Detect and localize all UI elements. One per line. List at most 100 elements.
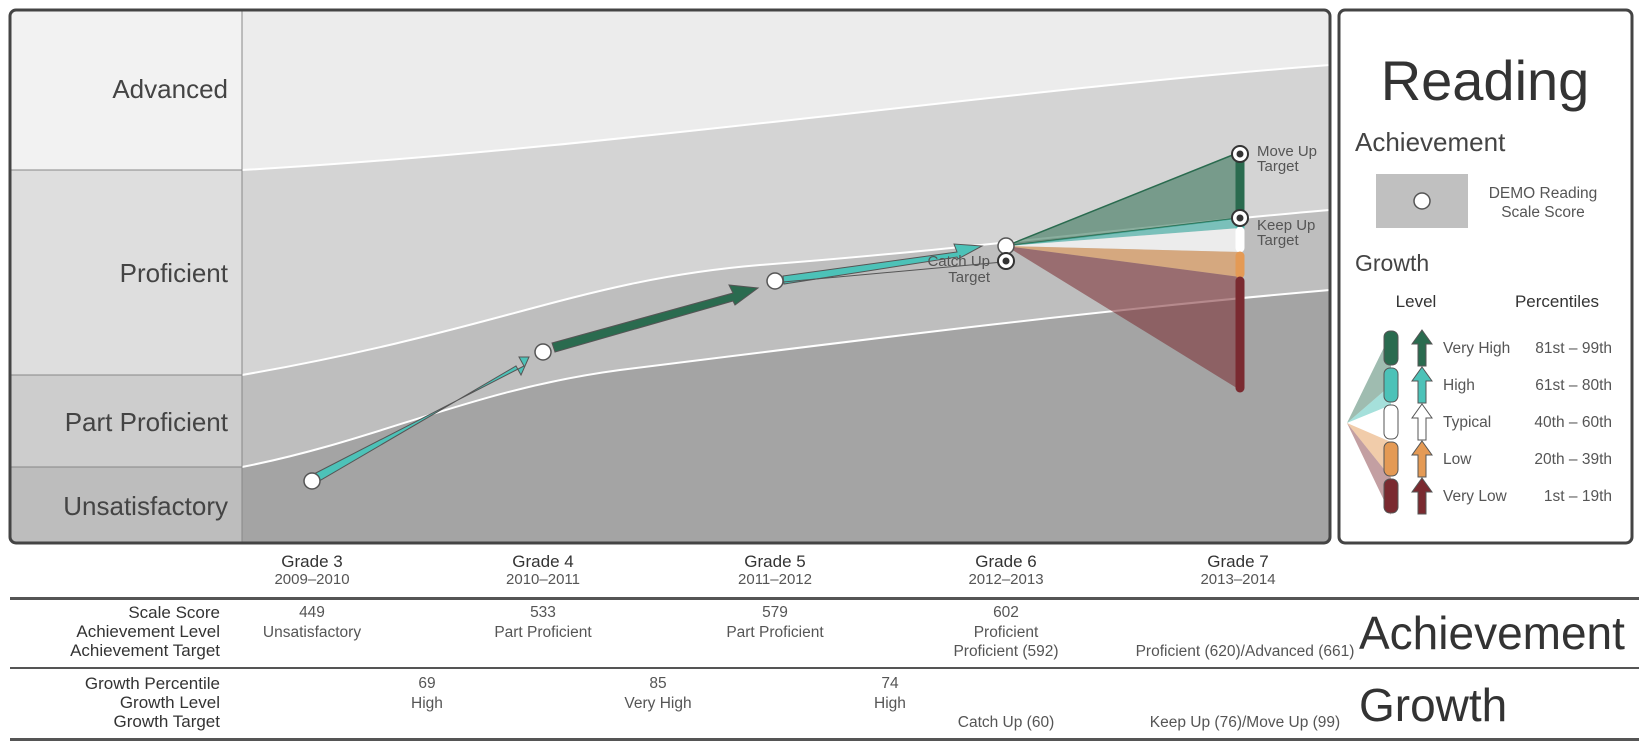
- legend-achievement-heading: Achievement: [1355, 127, 1506, 157]
- legend-arrow-high-icon: [1411, 366, 1433, 404]
- legend-panel: [1337, 8, 1634, 545]
- keep-up-target-marker: [1231, 209, 1249, 227]
- growth-target-value: Catch Up (60): [957, 714, 1055, 731]
- legend-score-label-1: DEMO Reading: [1489, 185, 1598, 202]
- catch-up-label-2: Target: [948, 269, 991, 286]
- achievement-section-label: Achievement: [1359, 607, 1625, 659]
- legend-level-range-very-high: 81st – 99th: [1535, 340, 1612, 357]
- achievement-cell-grade6: 602 Proficient Proficient (592): [926, 603, 1086, 662]
- scale-score-value: 579: [762, 604, 788, 621]
- score-dot-grade5: [766, 272, 784, 290]
- legend-arrow-very-high-icon: [1411, 329, 1433, 367]
- legend-level-name-low: Low: [1443, 451, 1472, 468]
- level-label-advanced: Advanced: [112, 74, 228, 104]
- growth-level-value: Very High: [624, 694, 692, 712]
- legend-pill-low: [1383, 441, 1399, 477]
- growth-percentile-row-label: Growth Percentile: [84, 674, 220, 693]
- achievement-level-value: Part Proficient: [494, 623, 592, 641]
- growth-level-value: High: [874, 694, 906, 712]
- grade-years-6: 2012–2013: [968, 571, 1043, 588]
- growth-cell-grade7: Keep Up (76)/Move Up (99): [1110, 713, 1380, 733]
- score-dot-grade4: [534, 343, 552, 361]
- legend-row-low: Low 20th – 39th: [1383, 440, 1612, 478]
- keep-up-label-1: Keep Up: [1257, 217, 1315, 234]
- growth-target-row-label: Growth Target: [113, 712, 220, 731]
- move-up-target-marker: [1231, 145, 1249, 163]
- table-rule-top: [10, 597, 1639, 600]
- legend-score-label-2: Scale Score: [1501, 204, 1585, 221]
- legend-subject-title: Reading: [1381, 49, 1590, 112]
- grade-years-7: 2013–2014: [1200, 571, 1275, 588]
- achievement-level-value: Part Proficient: [726, 623, 824, 641]
- growth-section-label: Growth: [1359, 679, 1508, 731]
- catch-up-label-1: Catch Up: [927, 253, 990, 270]
- legend-level-range-low: 20th – 39th: [1534, 451, 1612, 468]
- grade-label-7: Grade 7: [1207, 552, 1268, 571]
- unsatisfactory-band: [242, 290, 1330, 543]
- level-cell-part-proficient: [10, 375, 242, 467]
- growth-level-value: High: [411, 694, 443, 712]
- growth-cell-grade6: Catch Up (60): [926, 713, 1086, 733]
- level-label-unsatisfactory: Unsatisfactory: [63, 491, 228, 521]
- grade-years-5: 2011–2012: [738, 571, 812, 588]
- scale-score-value: 449: [299, 604, 325, 621]
- legend-level-range-high: 61st – 80th: [1535, 377, 1612, 394]
- level-cell-advanced: [10, 10, 242, 170]
- move-up-label-2: Target: [1257, 158, 1300, 175]
- level-cell-unsatisfactory: [10, 467, 242, 543]
- legend-pill-typical: [1383, 404, 1399, 440]
- scale-score-row-label: Scale Score: [128, 603, 220, 622]
- scale-score-value: 602: [993, 604, 1019, 621]
- keep-up-label-2: Target: [1257, 232, 1300, 249]
- achievement-target-value: Proficient (592): [953, 643, 1059, 660]
- legend-level-heading: Level: [1396, 292, 1437, 311]
- achievement-cell-grade7: Proficient (620)/Advanced (661): [1110, 642, 1380, 662]
- legend-row-typical: Typical 40th – 60th: [1383, 403, 1612, 441]
- growth-row-labels: Growth Percentile Growth Level Growth Ta…: [20, 674, 220, 731]
- legend-level-range-typical: 40th – 60th: [1534, 414, 1612, 431]
- growth-percentile-value: 69: [418, 675, 436, 692]
- level-label-part-proficient: Part Proficient: [65, 407, 229, 437]
- legend-growth-heading: Growth: [1355, 250, 1429, 276]
- growth-cell-grade4-5: 85 Very High: [598, 674, 718, 713]
- legend-arrow-very-low-icon: [1411, 477, 1433, 515]
- grade-label-4: Grade 4: [512, 552, 573, 571]
- growth-target-value: Keep Up (76)/Move Up (99): [1149, 714, 1341, 731]
- grade-label-3: Grade 3: [281, 552, 342, 571]
- legend-percentiles-heading: Percentiles: [1515, 292, 1599, 311]
- achievement-cell-grade5: 579 Part Proficient: [695, 603, 855, 642]
- projection-fan: [1005, 147, 1245, 393]
- catch-up-target-marker: [997, 252, 1015, 270]
- level-cell-proficient: [10, 170, 242, 375]
- legend-arrow-typical-icon: [1411, 403, 1433, 441]
- chart-frame: [8, 8, 1332, 545]
- growth-level-row-label: Growth Level: [119, 693, 220, 712]
- score-dot-grade3: [303, 472, 321, 490]
- achievement-cell-grade4: 533 Part Proficient: [463, 603, 623, 642]
- achievement-level-value: Unsatisfactory: [262, 623, 362, 641]
- score-dot-grade6: [997, 237, 1015, 255]
- legend-pill-very-low: [1383, 478, 1399, 514]
- legend-row-very-low: Very Low 1st – 19th: [1383, 477, 1612, 515]
- legend-level-range-very-low: 1st – 19th: [1544, 488, 1612, 505]
- legend-level-name-high: High: [1443, 377, 1475, 394]
- grade-label-6: Grade 6: [975, 552, 1036, 571]
- achievement-target-value: Proficient (620)/Advanced (661): [1135, 643, 1355, 660]
- legend-growth-fan: [1347, 333, 1391, 515]
- move-up-label-1: Move Up: [1257, 143, 1317, 160]
- achievement-row-labels: Scale Score Achievement Level Achievemen…: [20, 603, 220, 660]
- grade-years-3: 2009–2010: [274, 571, 349, 588]
- growth-arrow-grade4-5: [551, 284, 760, 353]
- grade-label-5: Grade 5: [744, 552, 805, 571]
- grade-years-4: 2010–2011: [506, 571, 580, 588]
- growth-arrows: [309, 243, 1004, 485]
- growth-cell-grade3-4: 69 High: [367, 674, 487, 713]
- growth-percentile-value: 74: [881, 675, 899, 692]
- table-rule-bottom: [10, 738, 1639, 741]
- growth-arrow-grade3-4: [309, 356, 530, 485]
- legend-level-name-very-low: Very Low: [1443, 488, 1508, 505]
- legend-score-dot: [1413, 192, 1431, 210]
- scale-score-value: 533: [530, 604, 556, 621]
- achievement-cell-grade3: 449 Unsatisfactory: [232, 603, 392, 642]
